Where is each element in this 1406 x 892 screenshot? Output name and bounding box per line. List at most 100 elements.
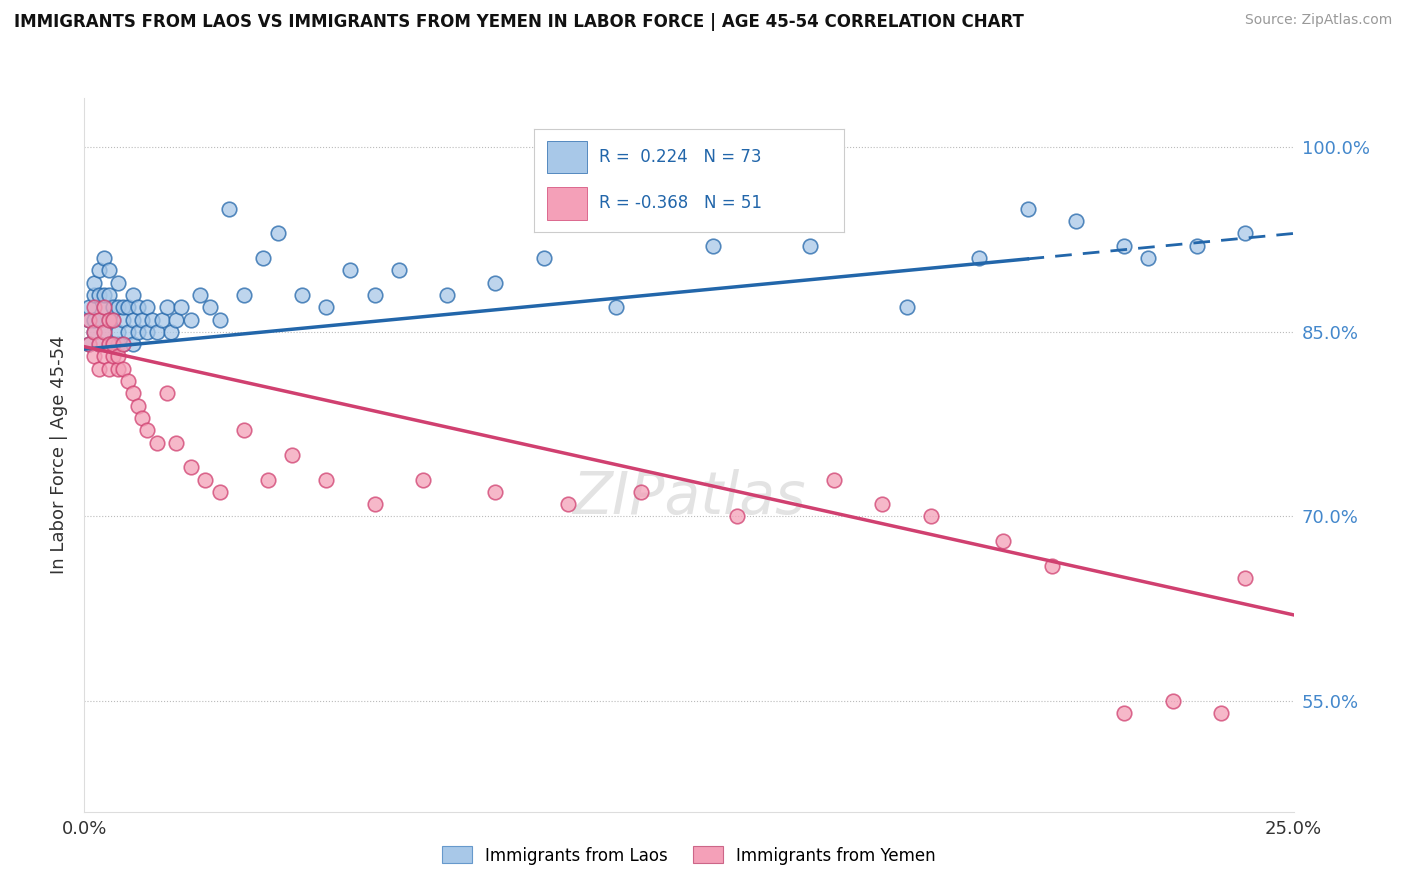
Point	[198, 300, 221, 314]
Point	[799, 239, 821, 253]
Point	[107, 361, 129, 376]
Point	[605, 300, 627, 314]
Point	[93, 300, 115, 314]
Point	[218, 202, 240, 216]
Bar	[547, 186, 586, 219]
Point	[117, 374, 139, 388]
Point	[127, 325, 149, 339]
Point	[267, 227, 290, 241]
Point	[77, 300, 100, 314]
Point	[127, 399, 149, 413]
Point	[107, 276, 129, 290]
Point	[150, 312, 173, 326]
Point	[920, 509, 942, 524]
Point	[315, 473, 337, 487]
Point	[141, 312, 163, 326]
Point	[1114, 239, 1136, 253]
Point	[87, 288, 110, 302]
Point	[107, 325, 129, 339]
Point	[83, 300, 105, 314]
Point	[412, 473, 434, 487]
Point	[363, 288, 385, 302]
Point	[1040, 558, 1063, 573]
Point	[87, 361, 110, 376]
Point	[103, 300, 125, 314]
Point	[87, 263, 110, 277]
Point	[97, 263, 120, 277]
Point	[252, 251, 274, 265]
Point	[702, 239, 724, 253]
Point	[93, 251, 115, 265]
Point	[896, 300, 918, 314]
Point	[155, 300, 177, 314]
Point	[93, 288, 115, 302]
Point	[112, 300, 135, 314]
Point	[97, 337, 120, 351]
Point	[131, 411, 153, 425]
Point	[136, 325, 159, 339]
Point	[121, 288, 143, 302]
Point	[208, 312, 231, 326]
Point	[103, 337, 125, 351]
Point	[208, 484, 231, 499]
Point	[97, 288, 120, 302]
Point	[136, 423, 159, 437]
Point	[103, 350, 125, 364]
Point	[77, 312, 100, 326]
Point	[112, 337, 135, 351]
Point	[117, 325, 139, 339]
Point	[83, 325, 105, 339]
Point	[77, 337, 100, 351]
Point	[725, 509, 748, 524]
Text: R = -0.368   N = 51: R = -0.368 N = 51	[599, 194, 762, 212]
Point	[165, 435, 187, 450]
Point	[233, 288, 256, 302]
Point	[121, 386, 143, 401]
Point	[93, 350, 115, 364]
Point	[87, 312, 110, 326]
Point	[97, 312, 120, 326]
Point	[107, 350, 129, 364]
Point	[155, 386, 177, 401]
Point	[97, 361, 120, 376]
Point	[131, 312, 153, 326]
Point	[83, 276, 105, 290]
Point	[112, 361, 135, 376]
Point	[1161, 694, 1184, 708]
Point	[170, 300, 193, 314]
Point	[107, 337, 129, 351]
Point	[281, 448, 304, 462]
Point	[190, 288, 212, 302]
Point	[291, 288, 314, 302]
Point	[315, 300, 337, 314]
Point	[1064, 214, 1087, 228]
Text: ZIPatlas: ZIPatlas	[572, 469, 806, 526]
Y-axis label: In Labor Force | Age 45-54: In Labor Force | Age 45-54	[51, 335, 69, 574]
Point	[533, 251, 555, 265]
Point	[93, 325, 115, 339]
Point	[97, 337, 120, 351]
Point	[1114, 706, 1136, 721]
Point	[146, 325, 169, 339]
Point	[1137, 251, 1160, 265]
Text: IMMIGRANTS FROM LAOS VS IMMIGRANTS FROM YEMEN IN LABOR FORCE | AGE 45-54 CORRELA: IMMIGRANTS FROM LAOS VS IMMIGRANTS FROM …	[14, 13, 1024, 31]
Point	[160, 325, 183, 339]
Point	[484, 484, 506, 499]
Point	[93, 300, 115, 314]
Point	[180, 312, 202, 326]
Point	[87, 337, 110, 351]
Point	[388, 263, 411, 277]
Point	[112, 337, 135, 351]
Point	[872, 497, 894, 511]
Point	[127, 300, 149, 314]
Legend: Immigrants from Laos, Immigrants from Yemen: Immigrants from Laos, Immigrants from Ye…	[436, 839, 942, 871]
Point	[107, 300, 129, 314]
Point	[103, 337, 125, 351]
Point	[180, 460, 202, 475]
Point	[146, 435, 169, 450]
Point	[97, 312, 120, 326]
Text: R =  0.224   N = 73: R = 0.224 N = 73	[599, 148, 762, 166]
Point	[117, 300, 139, 314]
Point	[83, 312, 105, 326]
Point	[121, 312, 143, 326]
